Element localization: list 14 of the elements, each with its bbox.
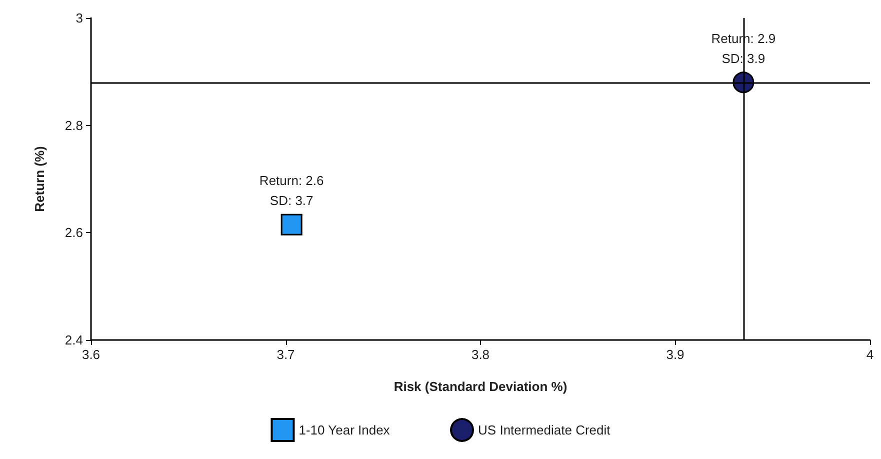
annotation: Return: 2.6 SD: 3.7: [259, 173, 324, 208]
x-tick-label: 3.9: [666, 347, 684, 362]
x-tick-label: 3.7: [276, 347, 295, 362]
x-axis-title: Risk (Standard Deviation %): [394, 379, 568, 394]
y-tick-label: 2.8: [64, 118, 83, 133]
x-tick-label: 3.6: [82, 347, 100, 362]
y-axis-title: Return (%): [32, 146, 47, 212]
y-tick-label: 2.4: [64, 332, 83, 348]
x-tick-label: 3.8: [471, 347, 490, 362]
y-tick-label: 2.6: [64, 225, 83, 240]
legend-label: US Intermediate Credit: [478, 422, 611, 438]
x-tick-label: 4: [866, 347, 874, 362]
y-tick-label: 3: [76, 10, 83, 26]
legend-label: 1-10 Year Index: [298, 422, 390, 438]
